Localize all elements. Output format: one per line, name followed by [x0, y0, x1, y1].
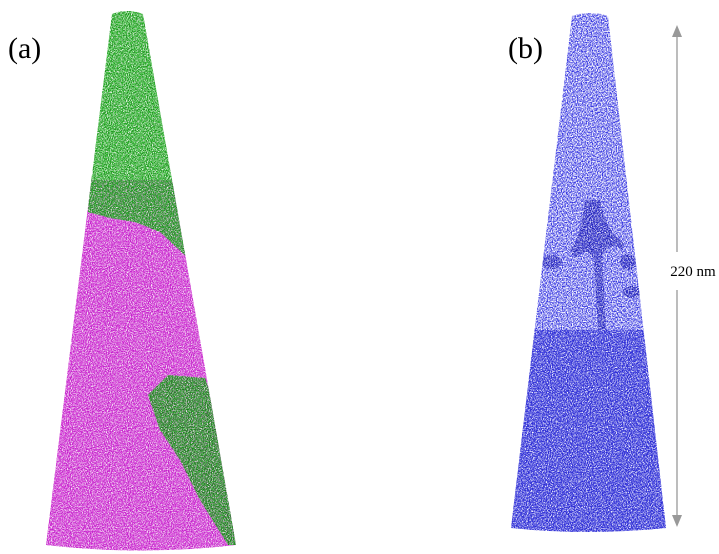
scale-label: 220 nm	[670, 264, 716, 280]
panel-label: (b)	[508, 32, 543, 65]
page: (a) (b) 220 nm (() => { const data = JSO…	[0, 0, 719, 554]
panel-label: (a)	[8, 32, 41, 65]
reconstruction-b	[505, 0, 675, 554]
reconstruction-a	[40, 0, 240, 554]
blue-atoms-dense	[505, 200, 675, 554]
figure: (a) (b) 220 nm	[0, 0, 719, 554]
